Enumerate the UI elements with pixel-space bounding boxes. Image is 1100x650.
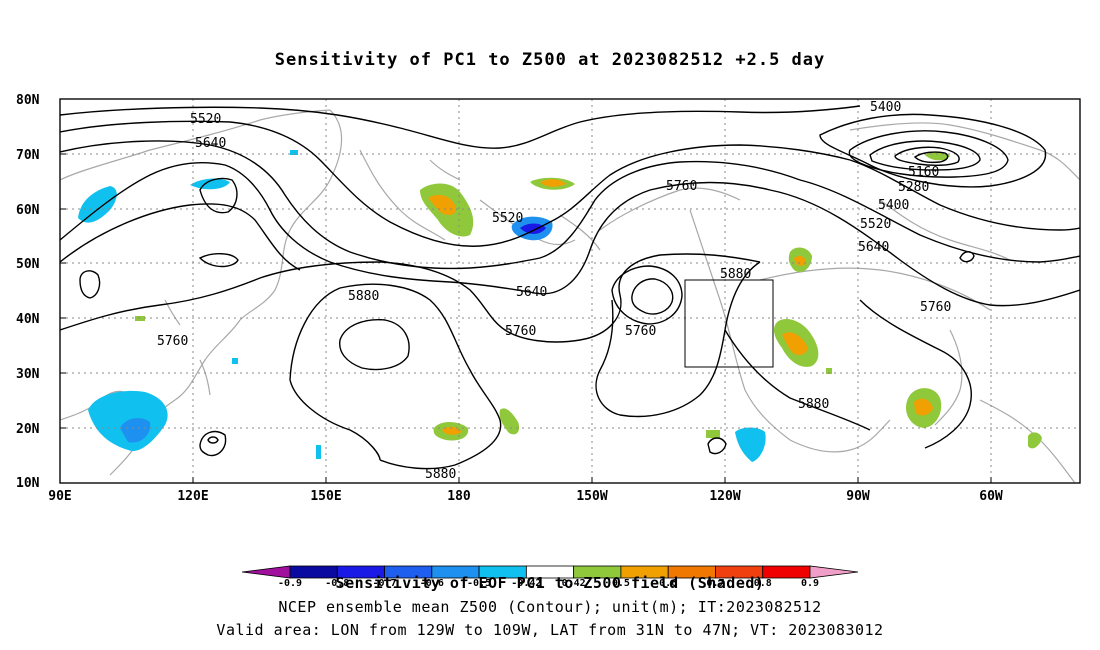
contour-label: 5880	[348, 289, 379, 304]
lon-label: 120E	[177, 489, 208, 504]
contour-label: 5880	[720, 267, 751, 282]
lat-label: 50N	[16, 257, 40, 272]
contour-label: 5400	[878, 198, 909, 213]
lat-label: 10N	[16, 476, 40, 491]
contour-label: 5760	[666, 179, 697, 194]
contour-label: 5520	[492, 211, 523, 226]
colorbar-tick-label: -0.42	[511, 578, 541, 589]
colorbar-arrow-right	[809, 565, 859, 579]
colorbar-tick-label: 0.9	[801, 578, 819, 589]
colorbar-tick-label: 0.5	[612, 578, 630, 589]
colorbar-tick-label: -0.9	[278, 578, 302, 589]
lon-label: 60W	[979, 489, 1003, 504]
contour-label: 5640	[195, 136, 226, 151]
colorbar-tick-label: -0.6	[420, 578, 444, 589]
colorbar-tick-label: 0.8	[754, 578, 772, 589]
plot-title: Sensitivity of PC1 to Z500 at 2023082512…	[274, 50, 826, 70]
caption-line-1: Sensitivity of EOF PC1 to Z500 field (Sh…	[335, 574, 765, 592]
contour-label: 5520	[190, 112, 221, 127]
contour-label: 5760	[157, 334, 188, 349]
colorbar-tick-label: 0.6	[659, 578, 677, 589]
lat-label: 20N	[16, 422, 40, 437]
contour-label: 5280	[898, 180, 929, 195]
lat-label: 40N	[16, 312, 40, 327]
colorbar-tick-label: -0.5	[467, 578, 491, 589]
contour-label: 5640	[516, 285, 547, 300]
lon-label: 90E	[48, 489, 71, 504]
contour-label: 5640	[858, 240, 889, 255]
contour-label: 5160	[908, 165, 939, 180]
lat-label: 70N	[16, 148, 40, 163]
colorbar-tick-label: -0.8	[325, 578, 349, 589]
contour-label: 5760	[625, 324, 656, 339]
caption-line-3: Valid area: LON from 129W to 109W, LAT f…	[216, 621, 884, 639]
lon-label: 150W	[576, 489, 607, 504]
contour-label: 5760	[920, 300, 951, 315]
colorbar-tick-label: 0.42	[562, 578, 586, 589]
lon-label: 150E	[310, 489, 341, 504]
lon-label: 120W	[709, 489, 740, 504]
contour-label: 5400	[870, 100, 901, 115]
lon-label: 180	[447, 489, 471, 504]
contour-label: 5880	[798, 397, 829, 412]
lat-label: 60N	[16, 203, 40, 218]
contour-label: 5760	[505, 324, 536, 339]
axis-ticks	[60, 98, 992, 484]
colorbar-tick-label: 0.7	[706, 578, 724, 589]
z500-contours	[60, 105, 1080, 470]
colorbar-tick-label: -0.7	[372, 578, 396, 589]
longitude-labels: 90E 120E 150E 180 150W 120W 90W 60W	[48, 489, 1003, 504]
contour-label-group: 5400 5520 5640 5160 5280 5760 5400 5520 …	[157, 100, 951, 482]
lat-label: 30N	[16, 367, 40, 382]
lon-label: 90W	[846, 489, 870, 504]
latitude-labels: 80N 70N 60N 50N 40N 30N 20N 10N	[16, 93, 40, 491]
contour-label: 5880	[425, 467, 456, 482]
caption-line-2: NCEP ensemble mean Z500 (Contour); unit(…	[278, 598, 822, 616]
colorbar: -0.9 -0.8 -0.7 -0.6 -0.5 -0.42 0.42 0.5 0.6 0.7 0.…	[241, 565, 859, 589]
lat-label: 80N	[16, 93, 40, 108]
shaded-sensitivity	[78, 150, 1042, 462]
contour-label: 5520	[860, 217, 891, 232]
valid-area-box	[684, 279, 774, 368]
